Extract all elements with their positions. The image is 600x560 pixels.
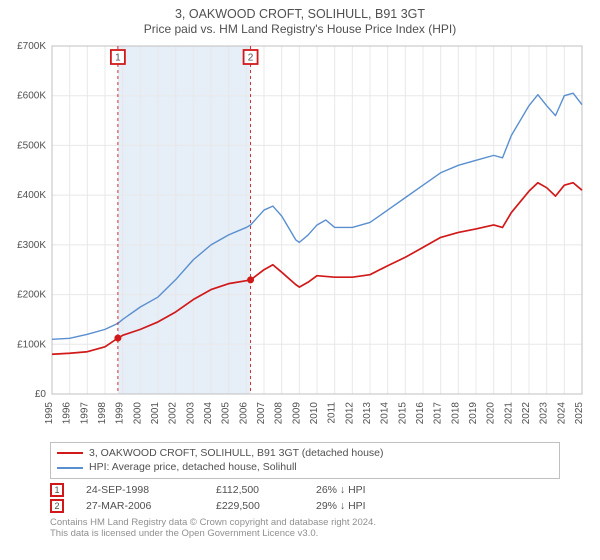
svg-text:£500K: £500K — [17, 141, 46, 152]
svg-text:£600K: £600K — [17, 91, 46, 102]
svg-text:1998: 1998 — [97, 402, 108, 425]
legend-swatch-hpi — [57, 467, 83, 469]
svg-text:1995: 1995 — [44, 402, 55, 425]
chart: £0 £100K £200K £300K £400K £500K £600K £700K 199… — [10, 40, 590, 438]
svg-text:2004: 2004 — [203, 402, 214, 425]
svg-text:2024: 2024 — [556, 402, 567, 425]
svg-text:2025: 2025 — [574, 402, 585, 425]
svg-text:£0: £0 — [35, 389, 47, 400]
svg-text:2017: 2017 — [433, 402, 444, 425]
svg-text:2005: 2005 — [221, 402, 232, 425]
sale-marker-row: 1 24-SEP-1998 £112,500 26% ↓ HPI — [50, 482, 590, 498]
svg-text:2019: 2019 — [468, 402, 479, 425]
svg-text:2001: 2001 — [150, 402, 161, 425]
legend-swatch-property — [57, 452, 83, 454]
legend: 3, OAKWOOD CROFT, SOLIHULL, B91 3GT (det… — [50, 442, 560, 478]
sale-pct: 29% ↓ HPI — [316, 500, 436, 512]
svg-text:1999: 1999 — [115, 402, 126, 425]
svg-text:1: 1 — [115, 53, 121, 64]
page-subtitle: Price paid vs. HM Land Registry's House … — [10, 22, 590, 36]
sale-marker-row: 2 27-MAR-2006 £229,500 29% ↓ HPI — [50, 498, 590, 514]
svg-text:2006: 2006 — [238, 402, 249, 425]
svg-text:2021: 2021 — [503, 402, 514, 425]
svg-text:2000: 2000 — [132, 402, 143, 425]
svg-text:2009: 2009 — [291, 402, 302, 425]
sale-date: 27-MAR-2006 — [86, 500, 216, 512]
svg-text:2012: 2012 — [344, 402, 355, 425]
sale-price: £229,500 — [216, 500, 316, 512]
sale-price: £112,500 — [216, 484, 316, 496]
svg-text:2002: 2002 — [168, 402, 179, 425]
svg-text:£300K: £300K — [17, 240, 46, 251]
svg-text:£100K: £100K — [17, 340, 46, 351]
svg-text:2011: 2011 — [327, 402, 338, 424]
svg-text:£400K: £400K — [17, 190, 46, 201]
sale-date: 24-SEP-1998 — [86, 484, 216, 496]
sale-pct: 26% ↓ HPI — [316, 484, 436, 496]
svg-text:2003: 2003 — [185, 402, 196, 425]
legend-row-hpi: HPI: Average price, detached house, Soli… — [57, 460, 553, 474]
legend-row-property: 3, OAKWOOD CROFT, SOLIHULL, B91 3GT (det… — [57, 446, 553, 460]
svg-text:2010: 2010 — [309, 402, 320, 425]
legend-label-hpi: HPI: Average price, detached house, Soli… — [89, 460, 297, 474]
svg-text:1997: 1997 — [79, 402, 90, 425]
legend-label-property: 3, OAKWOOD CROFT, SOLIHULL, B91 3GT (det… — [89, 446, 384, 460]
svg-text:£700K: £700K — [17, 41, 46, 52]
svg-text:2007: 2007 — [256, 402, 267, 425]
svg-text:2: 2 — [248, 53, 254, 64]
svg-text:2020: 2020 — [486, 402, 497, 425]
chart-svg: £0 £100K £200K £300K £400K £500K £600K £700K 199… — [10, 40, 590, 438]
svg-text:2023: 2023 — [539, 402, 550, 425]
footer-attribution: Contains HM Land Registry data © Crown c… — [50, 517, 590, 541]
svg-text:2022: 2022 — [521, 402, 532, 425]
svg-text:2018: 2018 — [450, 402, 461, 425]
svg-text:2013: 2013 — [362, 402, 373, 425]
svg-text:2008: 2008 — [274, 402, 285, 425]
marker-box-icon: 1 — [50, 483, 64, 497]
chart-container: 3, OAKWOOD CROFT, SOLIHULL, B91 3GT Pric… — [0, 0, 600, 560]
svg-text:2014: 2014 — [380, 402, 391, 425]
footer-line: This data is licensed under the Open Gov… — [50, 528, 590, 540]
svg-text:2016: 2016 — [415, 402, 426, 425]
svg-text:1996: 1996 — [62, 402, 73, 425]
footer-line: Contains HM Land Registry data © Crown c… — [50, 517, 590, 529]
sale-markers-list: 1 24-SEP-1998 £112,500 26% ↓ HPI 2 27-MA… — [50, 482, 590, 514]
svg-text:2015: 2015 — [397, 402, 408, 425]
marker-box-icon: 2 — [50, 499, 64, 513]
svg-text:£200K: £200K — [17, 290, 46, 301]
page-title: 3, OAKWOOD CROFT, SOLIHULL, B91 3GT — [10, 6, 590, 22]
